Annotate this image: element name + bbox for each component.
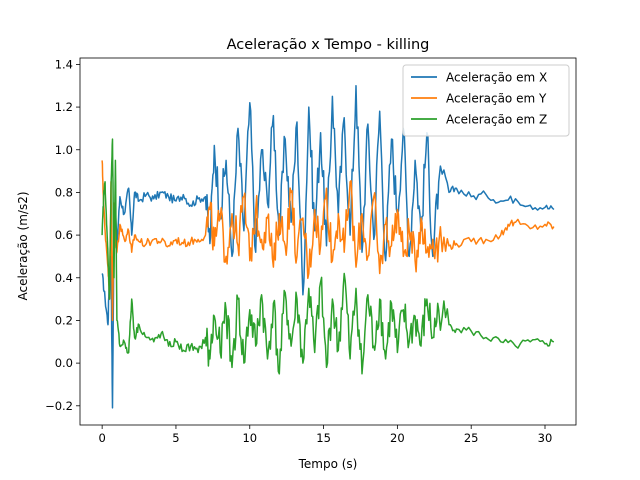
x-tick-label: 0: [98, 431, 105, 445]
axes-frame: [79, 57, 577, 426]
y-tick-label: 0.2: [55, 313, 73, 327]
y-tick-label: 0.8: [55, 185, 73, 199]
y-tick-label: 1.4: [55, 57, 73, 71]
x-axis-label: Tempo (s): [298, 457, 358, 471]
y-tick-label: 0.6: [55, 228, 73, 242]
y-tick-label: 1.2: [55, 100, 73, 114]
legend-label-2: Aceleração em Y: [446, 92, 547, 106]
x-tick-label: 20: [390, 431, 405, 445]
chart-title: Aceleração x Tempo - killing: [227, 37, 430, 53]
x-tick-label: 30: [538, 431, 553, 445]
axes-layer: 0 5 10 15 20 25 30 −0.2 0.0 0.2 0.4 0.6 0.8 1.0 1.2 1.4: [45, 57, 577, 445]
chart-legend: Aceleração em X Aceleração em Y Aceleração…: [402, 64, 570, 137]
x-tick-label: 5: [172, 431, 179, 445]
x-tick-label: 15: [316, 431, 331, 445]
legend-label-1: Aceleração em X: [446, 71, 547, 85]
x-tick-label: 25: [464, 431, 479, 445]
series-line-2: [101, 160, 555, 322]
y-tick-label: −0.2: [45, 399, 73, 413]
x-tick-label: 10: [242, 431, 257, 445]
series-line-3: [101, 138, 555, 375]
y-tick-label: 0.4: [55, 271, 73, 285]
legend-box: [402, 64, 570, 137]
y-axis-label: Aceleração (m/s2): [16, 191, 30, 300]
y-tick-label: 0.0: [55, 356, 73, 370]
y-tick-label: 1.0: [55, 143, 73, 157]
series-layer: [101, 84, 555, 409]
legend-label-3: Aceleração em Z: [446, 113, 547, 127]
